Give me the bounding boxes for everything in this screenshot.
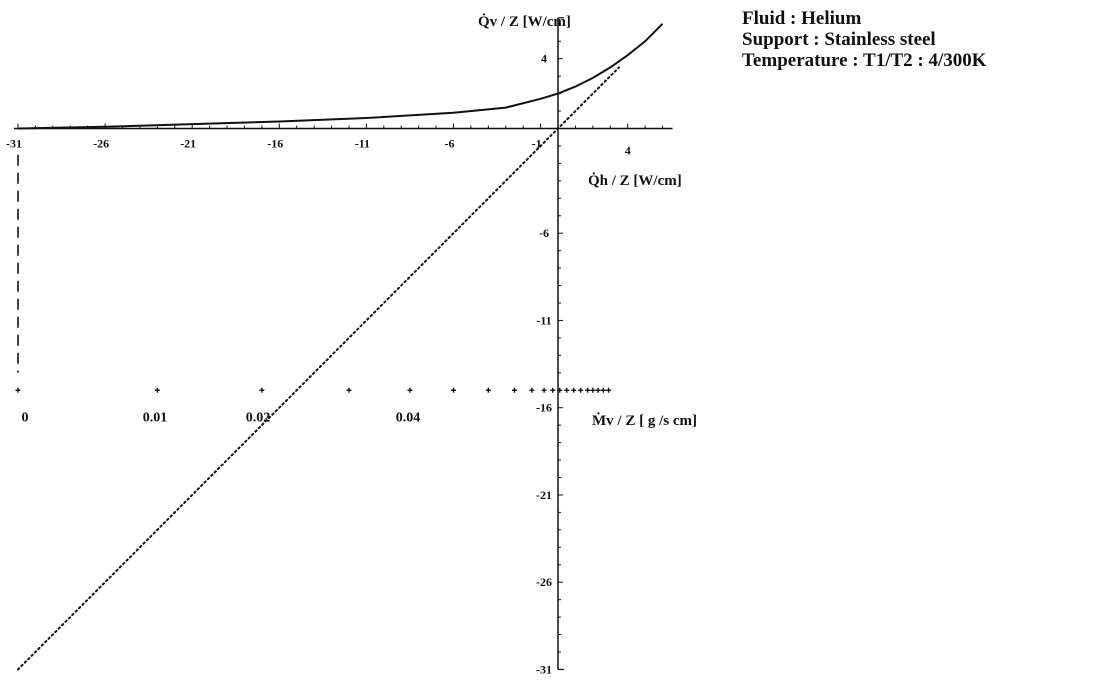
mv-axis-title: Ṁv / Z [ g /s cm] <box>592 412 697 429</box>
y-tick-label: -11 <box>536 313 551 327</box>
mv-tick-label: 0.04 <box>396 410 421 425</box>
y-tick-label: -16 <box>536 401 552 415</box>
y-tick-label: -31 <box>536 662 552 676</box>
y-tick-label: -6 <box>539 226 549 240</box>
x-tick-label: -26 <box>93 137 109 151</box>
x-tick-label: -31 <box>6 137 22 151</box>
annotation-support: Support : Stainless steel <box>742 29 936 50</box>
qv-axis-title: Q̇v / Z [W/cm] <box>478 12 571 30</box>
x-tick-label: 4 <box>625 144 631 158</box>
qh-axis-title: Q̇h / Z [W/cm] <box>588 171 682 189</box>
annotation-fluid: Fluid : Helium <box>742 8 862 29</box>
x-tick-label: -16 <box>267 137 283 151</box>
x-tick-label: -11 <box>355 137 370 151</box>
x-tick-label: -6 <box>445 137 455 151</box>
series-line-solid <box>17 23 664 130</box>
y-tick-label: -26 <box>536 575 552 589</box>
mv-tick-label: 0 <box>22 410 29 425</box>
mv-scale: 0 0.01 0.02 0.04 <box>15 387 612 425</box>
tick-labels: -31 -26 -21 -16 -11 -6 -1 4 4 -6 -11 -16 -21 -26 -31 <box>6 52 631 677</box>
annotation-temperature: Temperature : T1/T2 : 4/300K <box>742 50 987 71</box>
x-tick-label: -1 <box>532 137 542 151</box>
series-group <box>17 23 664 671</box>
y-tick-label: 4 <box>541 52 547 66</box>
series-line-dotted <box>17 66 620 671</box>
y-tick-label: -21 <box>536 488 552 502</box>
legend-annotations: Fluid : Helium Support : Stainless steel… <box>742 8 987 71</box>
x-tick-label: -21 <box>180 137 196 151</box>
mv-tick-label: 0.01 <box>143 410 168 425</box>
mv-tick-label: 0.02 <box>246 410 271 425</box>
